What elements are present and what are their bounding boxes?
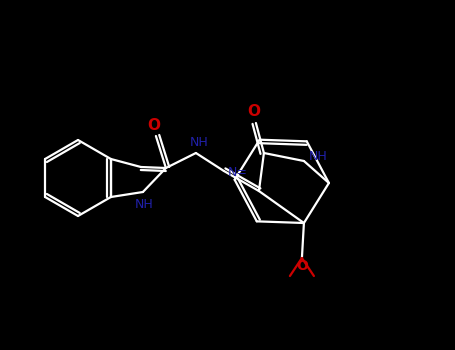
Text: NH: NH — [308, 149, 327, 162]
Text: NH: NH — [135, 197, 153, 210]
Text: O: O — [248, 105, 260, 119]
Text: O: O — [296, 259, 308, 273]
Text: N=: N= — [228, 167, 248, 180]
Text: NH: NH — [190, 136, 208, 149]
Text: O: O — [147, 118, 161, 133]
